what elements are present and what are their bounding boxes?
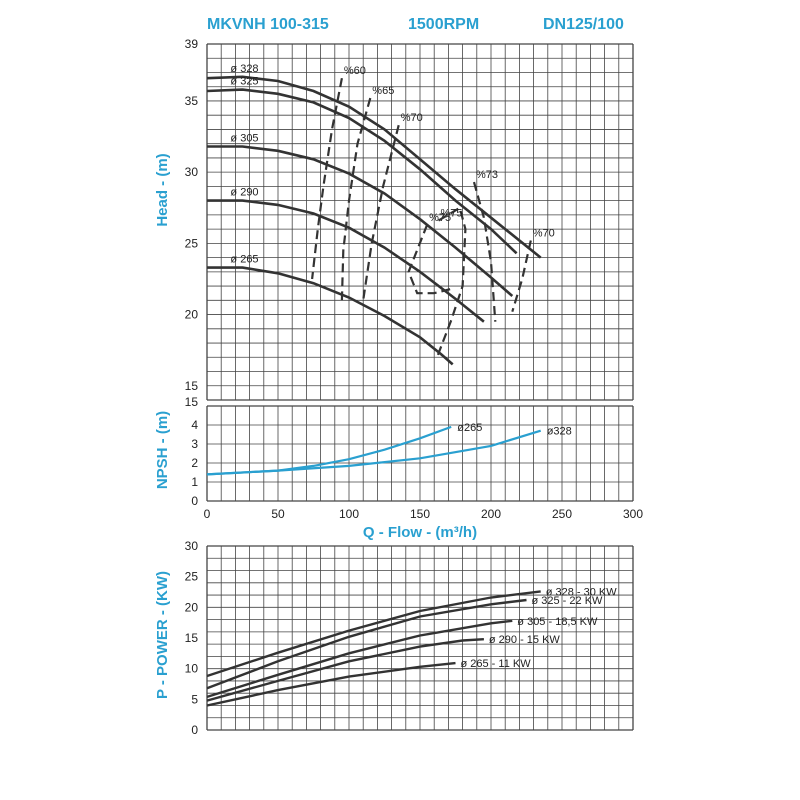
npsh-curve-label: ø328	[547, 426, 572, 438]
head-axis-label: Head - (m)	[154, 153, 171, 226]
chart-title-speed: 1500RPM	[408, 16, 480, 33]
efficiency-label: %60	[344, 65, 366, 77]
head-curve	[207, 266, 454, 366]
power-curve-label: ø 325 - 22 KW	[532, 595, 604, 607]
head-ytick-label: 39	[185, 37, 199, 51]
efficiency-label: %75	[429, 212, 451, 224]
head-ytick-label: 35	[185, 94, 199, 108]
npsh-ytick-label: 1	[191, 475, 198, 489]
chart-title-model: MKVNH 100-315	[207, 16, 329, 33]
head-ytick-label: 30	[185, 165, 199, 179]
power-curve	[206, 661, 456, 707]
efficiency-label: %73	[476, 169, 498, 181]
power-curve-label: ø 265 - 11 KW	[461, 658, 532, 670]
efficiency-line	[362, 124, 400, 301]
npsh-curve-label: ø265	[457, 422, 482, 434]
flow-xtick-label: 200	[481, 507, 501, 521]
npsh-ytick-label: 3	[191, 437, 198, 451]
flow-xtick-label: 100	[339, 507, 359, 521]
head-curve	[207, 145, 514, 297]
power-curve-label: ø 328 - 30 KW	[546, 586, 618, 598]
head-curve	[206, 88, 518, 255]
power-ytick-label: 15	[185, 631, 199, 645]
head-ytick-label: 20	[185, 308, 199, 322]
power-curve	[206, 638, 484, 702]
power-panel: 30 25 20 15 10 5 0 ø 328 - 30 KWø 325 - 22 KW ø …	[185, 539, 634, 737]
power-curve	[206, 598, 527, 690]
npsh-ytick-label: 4	[191, 418, 198, 432]
power-ytick-label: 30	[185, 539, 199, 553]
efficiency-line	[311, 77, 343, 280]
npsh-axis-label: NPSH - (m)	[154, 411, 171, 489]
power-ytick-label: 0	[191, 723, 198, 737]
power-curve-label: ø 290 - 15 KW	[489, 634, 561, 646]
head-curve	[206, 75, 542, 259]
flow-xtick-label: 250	[552, 507, 572, 521]
efficiency-label: %70	[401, 112, 423, 124]
power-ytick-label: 10	[185, 662, 199, 676]
head-ytick-label: 25	[185, 236, 199, 250]
efficiency-label: %65	[372, 85, 394, 97]
flow-xtick-label: 0	[204, 507, 211, 521]
npsh-curve	[206, 429, 542, 476]
efficiency-line	[472, 181, 497, 322]
efficiency-line	[435, 206, 467, 358]
npsh-ytick-label: 0	[191, 494, 198, 508]
head-ytick-label: 15	[185, 395, 199, 409]
head-curve-label: ø 265	[230, 254, 258, 266]
power-ytick-label: 5	[191, 692, 198, 706]
flow-xtick-label: 150	[410, 507, 430, 521]
power-curve	[206, 590, 541, 678]
head-curve-label: ø 328	[230, 63, 258, 75]
chart-title-size: DN125/100	[543, 16, 624, 33]
head-curve-label: ø 305	[230, 133, 258, 145]
flow-axis-label: Q - Flow - (m³/h)	[363, 524, 477, 541]
power-ytick-label: 20	[185, 600, 199, 614]
efficiency-line	[407, 224, 452, 295]
flow-xtick-label: 50	[271, 507, 285, 521]
efficiency-line	[511, 240, 532, 313]
efficiency-label: %70	[533, 228, 555, 240]
efficiency-label: %75	[440, 208, 462, 220]
npsh-ytick-label: 2	[191, 456, 198, 470]
head-ytick-label: 15	[185, 379, 199, 393]
power-ytick-label: 25	[185, 570, 199, 584]
head-curve-label: ø 325	[230, 76, 258, 88]
efficiency-line	[340, 97, 372, 301]
flow-xtick-label: 300	[623, 507, 643, 521]
power-curve	[206, 619, 513, 699]
head-curve-label: ø 290	[230, 187, 258, 199]
power-curve-label: ø 305 - 18,5 KW	[517, 616, 598, 628]
power-axis-label: P - POWER - (KW)	[154, 571, 171, 699]
